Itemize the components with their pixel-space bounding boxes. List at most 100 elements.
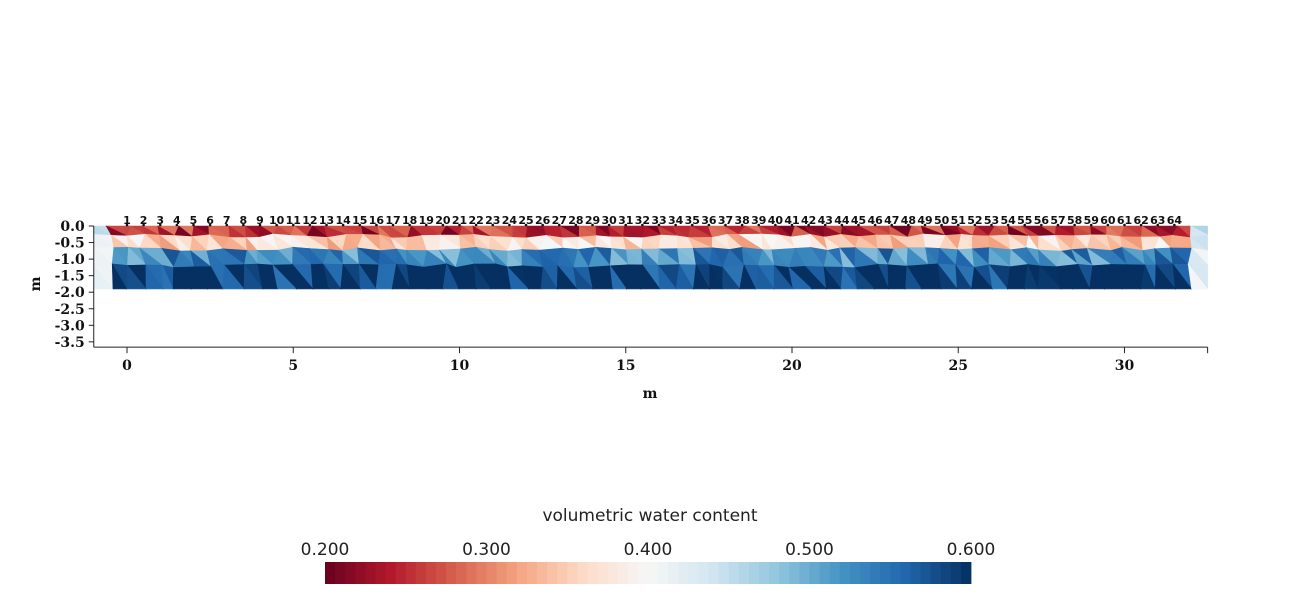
mesh-cell [573, 266, 594, 290]
electrode-label: 55 [1017, 214, 1032, 227]
electrode-label: 19 [419, 214, 434, 227]
colorbar-tick-label: 0.600 [946, 540, 996, 560]
colorbar-swatch [698, 562, 709, 584]
mesh-cell [358, 263, 377, 290]
mesh-cell [1121, 263, 1142, 290]
electrode-marker [291, 223, 295, 227]
colorbar-swatch [769, 562, 780, 584]
mesh-cell [773, 264, 794, 290]
y-tick-label: -2.5 [55, 302, 85, 318]
mesh-cell [709, 264, 724, 290]
electrode-label: 38 [734, 214, 749, 227]
electrode-label: 52 [967, 214, 982, 227]
electrode-marker [724, 223, 727, 227]
electrode-marker [657, 223, 661, 227]
electrode-label: 1 [123, 214, 131, 227]
electrode-marker [956, 223, 960, 227]
electrode-label: 54 [1000, 214, 1016, 227]
colorbar-swatch [375, 562, 386, 584]
electrode-label: 35 [685, 214, 700, 227]
colorbar-swatch [668, 562, 679, 584]
mesh-cell [126, 264, 147, 290]
electrode-label: 24 [502, 214, 518, 227]
mesh-cell [873, 263, 890, 290]
mesh-triangles [92, 225, 1209, 291]
electrode-label: 25 [518, 214, 533, 227]
electrode-marker [242, 223, 245, 227]
colorbar [325, 562, 972, 584]
electrode-marker [857, 223, 860, 227]
mesh-cell [406, 263, 429, 290]
colorbar-swatch [718, 562, 730, 584]
colorbar-swatch [325, 562, 336, 584]
electrode-marker [890, 223, 894, 227]
electrode-marker [158, 223, 162, 227]
mesh-cell [1006, 265, 1025, 290]
colorbar-swatch [637, 562, 649, 584]
colorbar-swatch [779, 562, 790, 584]
colorbar-swatch [890, 562, 901, 584]
electrode-label: 5 [190, 214, 198, 227]
electrode-label: 49 [917, 214, 932, 227]
electrode-label: 8 [240, 214, 248, 227]
colorbar-title: volumetric water content [542, 506, 758, 526]
electrode-marker [1073, 223, 1076, 227]
electrode-marker [1089, 223, 1093, 227]
axes: 0 5 10 15 20 25 30 0.0-0.5-1.0-1.5-2.0-2.5-3.0-… [55, 219, 1209, 374]
mesh-cell [920, 263, 942, 290]
mesh-cell [257, 263, 279, 290]
y-tick-label: -1.0 [55, 252, 85, 268]
colorbar-swatch [678, 562, 689, 584]
electrode-label: 18 [402, 214, 417, 227]
colorbar-swatch [627, 562, 639, 584]
electrode-label: 60 [1100, 214, 1116, 227]
electrode-marker [907, 223, 910, 227]
colorbar-swatch [728, 562, 740, 584]
mesh-cell [172, 266, 192, 290]
colorbar-swatch [789, 562, 800, 584]
electrode-label: 9 [256, 214, 264, 227]
mesh-cell [1072, 263, 1091, 290]
mesh-cell [640, 264, 661, 290]
electrode-label: 22 [468, 214, 483, 227]
colorbar-swatch [617, 562, 629, 584]
electrode-marker [807, 223, 810, 227]
colorbar-swatch [880, 562, 891, 584]
colorbar-tick-label: 0.500 [785, 540, 834, 560]
mesh-cell [804, 266, 828, 290]
electrode-marker [990, 223, 993, 227]
electrode-marker [940, 223, 943, 227]
mesh-cell [521, 265, 542, 290]
electrode-label: 23 [485, 214, 500, 227]
mesh-cell [243, 263, 264, 290]
electrode-marker [674, 223, 677, 227]
colorbar-swatch [839, 562, 851, 584]
electrode-marker [1040, 223, 1043, 227]
mesh-cell [937, 262, 958, 290]
electrode-marker [774, 223, 777, 227]
y-tick-label: -2.0 [55, 285, 85, 301]
mesh-cell [657, 264, 677, 290]
colorbar-swatch [920, 562, 932, 584]
y-tick-label: -3.5 [55, 335, 85, 351]
mesh-cell [490, 263, 512, 290]
colorbar-swatch [597, 562, 609, 584]
electrode-marker [840, 223, 844, 227]
electrode-marker [574, 223, 578, 227]
mesh-cell [391, 263, 411, 290]
electrode-label: 43 [818, 214, 833, 227]
colorbar-swatch [476, 562, 487, 584]
colorbar-swatch [365, 562, 376, 584]
electrode-label: 21 [452, 214, 467, 227]
colorbar-swatch [799, 562, 810, 584]
electrode-marker [275, 223, 278, 227]
electrode-label: 41 [784, 214, 799, 227]
electrode-marker [1139, 223, 1143, 227]
colorbar-swatch [870, 562, 881, 584]
electrode-marker [408, 223, 411, 227]
electrode-marker [125, 223, 129, 227]
electrode-label: 63 [1150, 214, 1165, 227]
electrode-label: 42 [801, 214, 816, 227]
electrode-label: 50 [934, 214, 950, 227]
mesh-cell [455, 266, 477, 290]
